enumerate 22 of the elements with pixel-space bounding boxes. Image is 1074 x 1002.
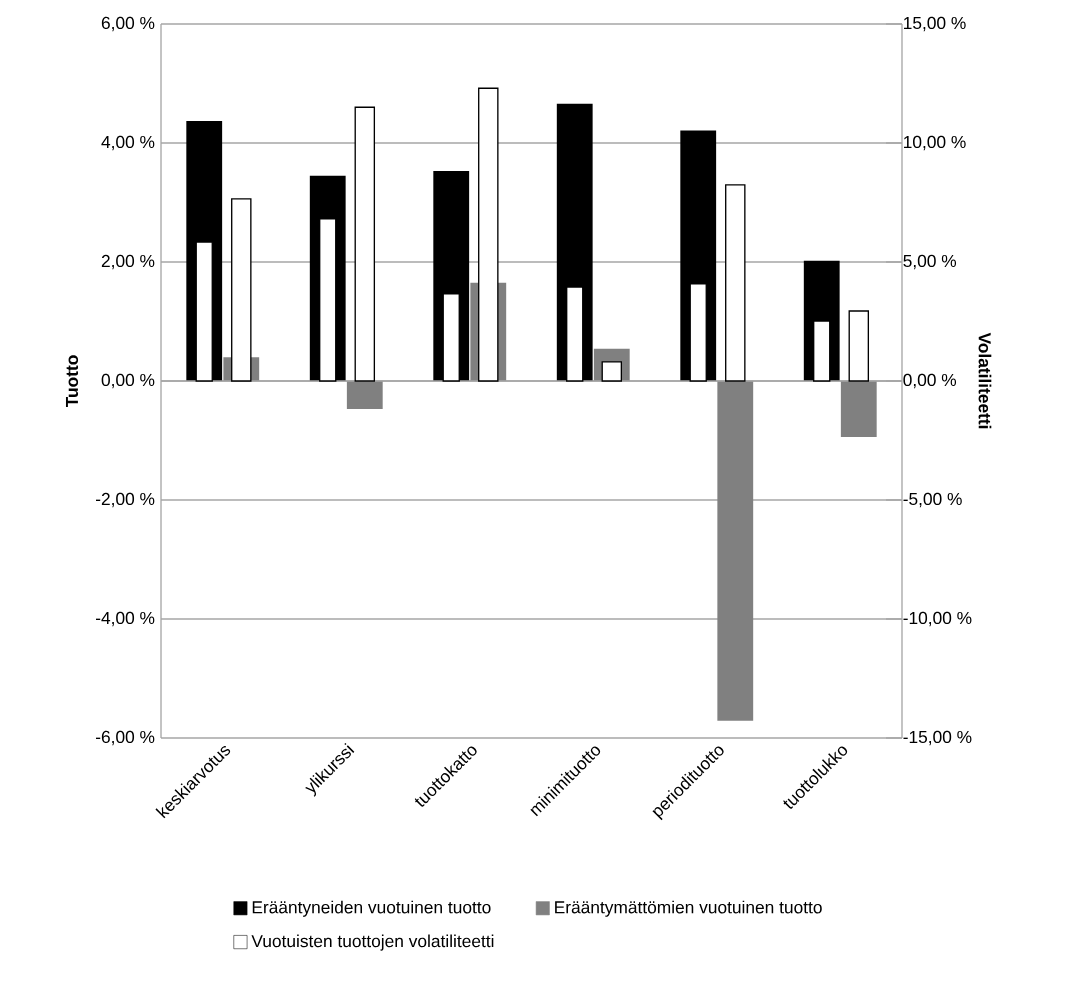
y2-tick-label: -10,00 % xyxy=(903,611,972,627)
y-tick-label: 4,00 % xyxy=(101,135,155,151)
y2-axis-title: Volatiliteetti xyxy=(978,332,992,429)
legend-label: Erääntymättömien vuotuinen tuotto xyxy=(555,900,822,917)
y2-tick-label: 10,00 % xyxy=(904,135,966,151)
y2-tick-label: -15,00 % xyxy=(903,730,972,746)
y2-tick-label: 5,00 % xyxy=(903,254,957,270)
y-tick-label: -4,00 % xyxy=(96,611,155,627)
y-tick-label: -2,00 % xyxy=(96,492,155,508)
legend-label: Vuotuisten tuottojen volatiliteetti xyxy=(251,934,494,951)
y-tick-label: 6,00 % xyxy=(101,16,155,32)
y2-tick-label: 15,00 % xyxy=(904,16,966,32)
y2-tick-label: 0,00 % xyxy=(903,373,957,389)
legend-label: Erääntyneiden vuotuinen tuotto xyxy=(252,900,491,917)
y2-tick-label: -5,00 % xyxy=(903,492,962,508)
y-axis-title: Tuotto xyxy=(65,355,79,408)
y-tick-label: 0,00 % xyxy=(101,373,155,389)
bar xyxy=(346,380,383,409)
y-tick-label: 2,00 % xyxy=(101,254,155,270)
y-tick-label: -6,00 % xyxy=(96,730,155,746)
bar xyxy=(601,361,623,382)
bar xyxy=(725,184,746,382)
